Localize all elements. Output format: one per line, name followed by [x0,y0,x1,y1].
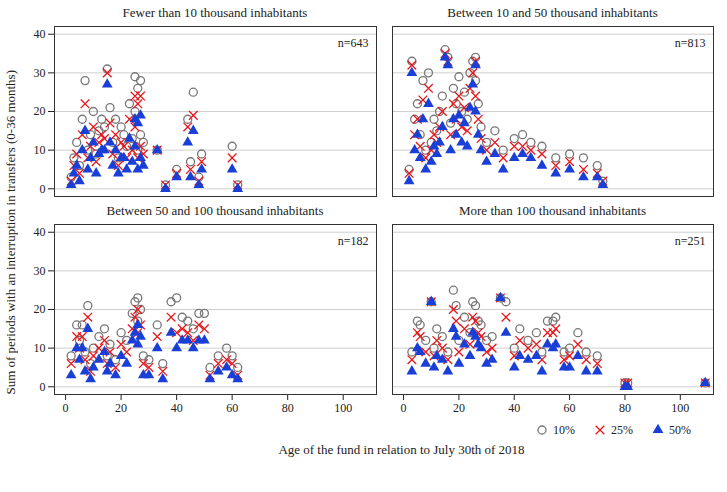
svg-text:100: 100 [671,401,689,415]
svg-text:0: 0 [63,401,69,415]
svg-text:n=251: n=251 [675,234,706,248]
html-text:25%: 25% [611,422,633,437]
html-text:Age of the fund in relation to: Age of the fund in relation to July 30th… [278,442,525,457]
svg-text:10: 10 [34,341,46,355]
svg-text:20: 20 [34,104,46,118]
svg-text:0: 0 [40,182,46,196]
svg-text:30: 30 [34,66,46,80]
svg-text:30: 30 [34,264,46,278]
svg-text:40: 40 [34,27,46,41]
svg-text:20: 20 [453,401,465,415]
svg-text:20: 20 [115,401,127,415]
svg-text:40: 40 [34,225,46,239]
svg-text:n=182: n=182 [338,234,369,248]
svg-text:0: 0 [40,380,46,394]
svg-text:80: 80 [619,401,631,415]
svg-text:n=643: n=643 [338,36,369,50]
svg-text:10: 10 [34,143,46,157]
html-text:10%: 10% [553,422,575,437]
svg-text:80: 80 [282,401,294,415]
svg-text:40: 40 [508,401,520,415]
svg-text:20: 20 [34,302,46,316]
html-text:More than 100 thousand inhabit: More than 100 thousand inhabitants [459,203,646,218]
svg-text:100: 100 [334,401,352,415]
svg-text:n=813: n=813 [675,36,706,50]
html-text:50%: 50% [669,422,691,437]
svg-text:60: 60 [226,401,238,415]
svg-text:60: 60 [564,401,576,415]
svg-text:0: 0 [401,401,407,415]
html-text:Sum of periods with an interru: Sum of periods with an interruption in t… [3,69,18,395]
html-text:Fewer than 10 thousand inhabit: Fewer than 10 thousand inhabitants [122,5,308,20]
html-text:Between 50 and 100 thousand in: Between 50 and 100 thousand inhabitants [106,203,324,218]
html-text:Between 10 and 50 thousand inh: Between 10 and 50 thousand inhabitants [447,5,658,20]
svg-text:40: 40 [171,401,183,415]
